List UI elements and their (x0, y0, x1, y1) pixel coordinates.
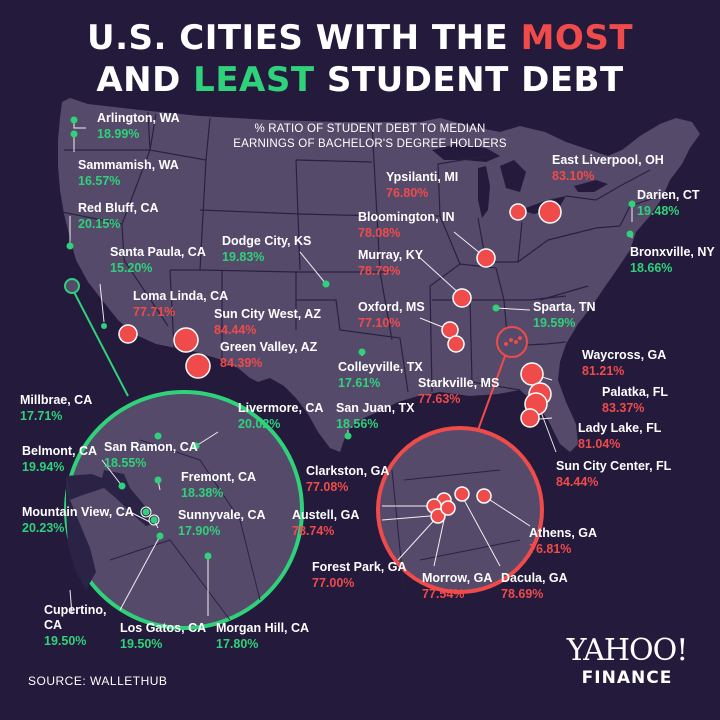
label-lady-lake-fl: Lady Lake, FL 81.04% (578, 421, 662, 451)
label-clarkston-ga: Clarkston, GA 77.08% (306, 464, 390, 494)
label-mountain-view-ca: Mountain View, CA 20.23% (22, 505, 134, 535)
lake-superior (432, 144, 500, 162)
marker-dacula-ga (454, 486, 470, 502)
title-line-2: AND LEAST STUDENT DEBT (96, 60, 624, 100)
marker-sun-city-west-az (173, 327, 199, 353)
label-waycross-ga: Waycross, GA 81.21% (582, 348, 667, 378)
bay-area-water (66, 470, 154, 526)
marker-east-liverpool-oh (538, 200, 562, 224)
label-dodge-city-ks: Dodge City, KS 19.83% (222, 234, 312, 264)
title-least: LEAST (193, 60, 315, 100)
marker-sun-city-center-fl (520, 408, 540, 428)
marker-forest-park-ga (430, 508, 446, 524)
marker-cupertino-ca (156, 532, 164, 540)
marker-darien-ct (628, 200, 636, 208)
label-morgan-hill-ca: Morgan Hill, CA 17.80% (216, 621, 310, 651)
label-san-juan-tx: San Juan, TX 18.56% (336, 401, 415, 431)
marker-morrow-ga (440, 500, 456, 516)
marker-livermore-ca (192, 442, 200, 450)
label-livermore-ca: Livermore, CA 20.02% (238, 401, 324, 431)
marker-arlington-wa (70, 116, 78, 124)
source-credit: SOURCE: WALLETHUB (28, 674, 168, 688)
label-arlington-wa: Arlington, WA 18.99% (97, 111, 180, 141)
marker-bloomington-in (476, 248, 496, 268)
yahoo-finance-logo: YAHOO! FINANCE (566, 633, 689, 689)
label-oxford-ms: Oxford, MS 77.10% (358, 300, 425, 330)
label-athens-ga: Athens, GA 76.81% (529, 526, 598, 556)
marker-dodge-city-ks (322, 280, 330, 288)
label-sun-city-center-fl: Sun City Center, FL 84.44% (556, 459, 672, 489)
marker-loma-linda-ca (118, 324, 138, 344)
label-santa-paula-ca: Santa Paula, CA 15.20% (110, 245, 206, 275)
label-dacula-ga: Dacula, GA 78.69% (501, 571, 568, 601)
marker-colleyville-tx (358, 348, 366, 356)
marker-murray-ky (452, 288, 472, 308)
state-borders (61, 111, 661, 393)
title-line-1: U.S. CITIES WITH THE MOST (86, 18, 634, 58)
label-east-liverpool-oh: East Liverpool, OH 83.10% (552, 153, 664, 183)
title-most: MOST (520, 18, 634, 58)
bay-area-pointer (73, 291, 129, 397)
label-colleyville-tx: Colleyville, TX 17.61% (338, 360, 423, 390)
least-markers (66, 116, 636, 560)
bay-area-source-marker (64, 278, 80, 294)
marker-belmont-ca (118, 482, 126, 490)
label-austell-ga: Austell, GA 78.74% (292, 508, 360, 538)
label-sparta-tn: Sparta, TN 19.59% (533, 300, 596, 330)
atlanta-pointer (477, 355, 506, 431)
marker-sammamish-wa (70, 130, 78, 138)
subtitle: % RATIO OF STUDENT DEBT TO MEDIAN EARNIN… (233, 123, 507, 150)
label-millbrae-ca: Millbrae, CA 17.71% (20, 393, 93, 423)
label-ypsilanti-mi: Ypsilanti, MI 76.80% (386, 170, 459, 200)
marker-red-bluff-ca (66, 242, 74, 250)
marker-starkville-ms (447, 335, 465, 353)
most-markers (118, 200, 562, 524)
lake-huron (500, 160, 526, 192)
label-cupertino-ca: Cupertino, CA 19.50% (44, 603, 107, 648)
us-land (58, 98, 700, 452)
label-morrow-ga: Morrow, GA 77.54% (422, 571, 493, 601)
label-san-ramon-ca: San Ramon, CA 18.55% (104, 440, 198, 470)
marker-morgan-hill-ca (204, 552, 212, 560)
label-bronxville-ny: Bronxville, NY 18.66% (630, 245, 715, 275)
label-palatka-fl: Palatka, FL 83.37% (602, 385, 668, 415)
label-red-bluff-ca: Red Bluff, CA 20.15% (78, 201, 159, 231)
pacific-ocean-inset (66, 476, 96, 590)
marker-fremont-ca (154, 476, 162, 484)
label-los-gatos-ca: Los Gatos, CA 19.50% (120, 621, 207, 651)
marker-waycross-ga (520, 362, 544, 386)
label-darien-ct: Darien, CT 19.48% (637, 188, 700, 218)
bay-area-borders (109, 439, 261, 621)
atlanta-borders (391, 469, 521, 591)
label-sunnyvale-ca: Sunnyvale, CA 17.90% (178, 508, 266, 538)
marker-santa-paula-ca (101, 323, 107, 329)
label-green-valley-az: Green Valley, AZ 84.39% (220, 340, 318, 370)
least-marker-rings (140, 506, 160, 526)
leader-lines (69, 120, 633, 616)
marker-mountain-view-ca (142, 508, 150, 516)
marker-ypsilanti-mi (509, 203, 527, 221)
label-loma-linda-ca: Loma Linda, CA 77.71% (133, 289, 229, 319)
label-forest-park-ga: Forest Park, GA 77.00% (312, 560, 407, 590)
atlanta-source-marker (496, 326, 528, 358)
atlanta-inset (376, 426, 544, 594)
marker-athens-ga (476, 488, 492, 504)
marker-bronxville-ny (626, 230, 634, 238)
label-fremont-ca: Fremont, CA 18.38% (181, 470, 256, 500)
label-sammamish-wa: Sammamish, WA 16.57% (78, 158, 179, 188)
label-bloomington-in: Bloomington, IN 78.08% (358, 210, 455, 240)
marker-san-ramon-ca (154, 432, 162, 440)
marker-san-juan-tx (344, 432, 352, 440)
marker-green-valley-az (185, 353, 211, 379)
label-sun-city-west-az: Sun City West, AZ 84.44% (214, 307, 321, 337)
label-starkville-ms: Starkville, MS 77.63% (418, 376, 500, 406)
marker-sunnyvale-ca (150, 516, 158, 524)
label-murray-ky: Murray, KY 78.79% (358, 248, 424, 278)
lake-michigan (478, 166, 490, 218)
label-belmont-ca: Belmont, CA 19.94% (22, 444, 97, 474)
marker-sparta-tn (492, 304, 500, 312)
lake-ontario (574, 180, 608, 192)
